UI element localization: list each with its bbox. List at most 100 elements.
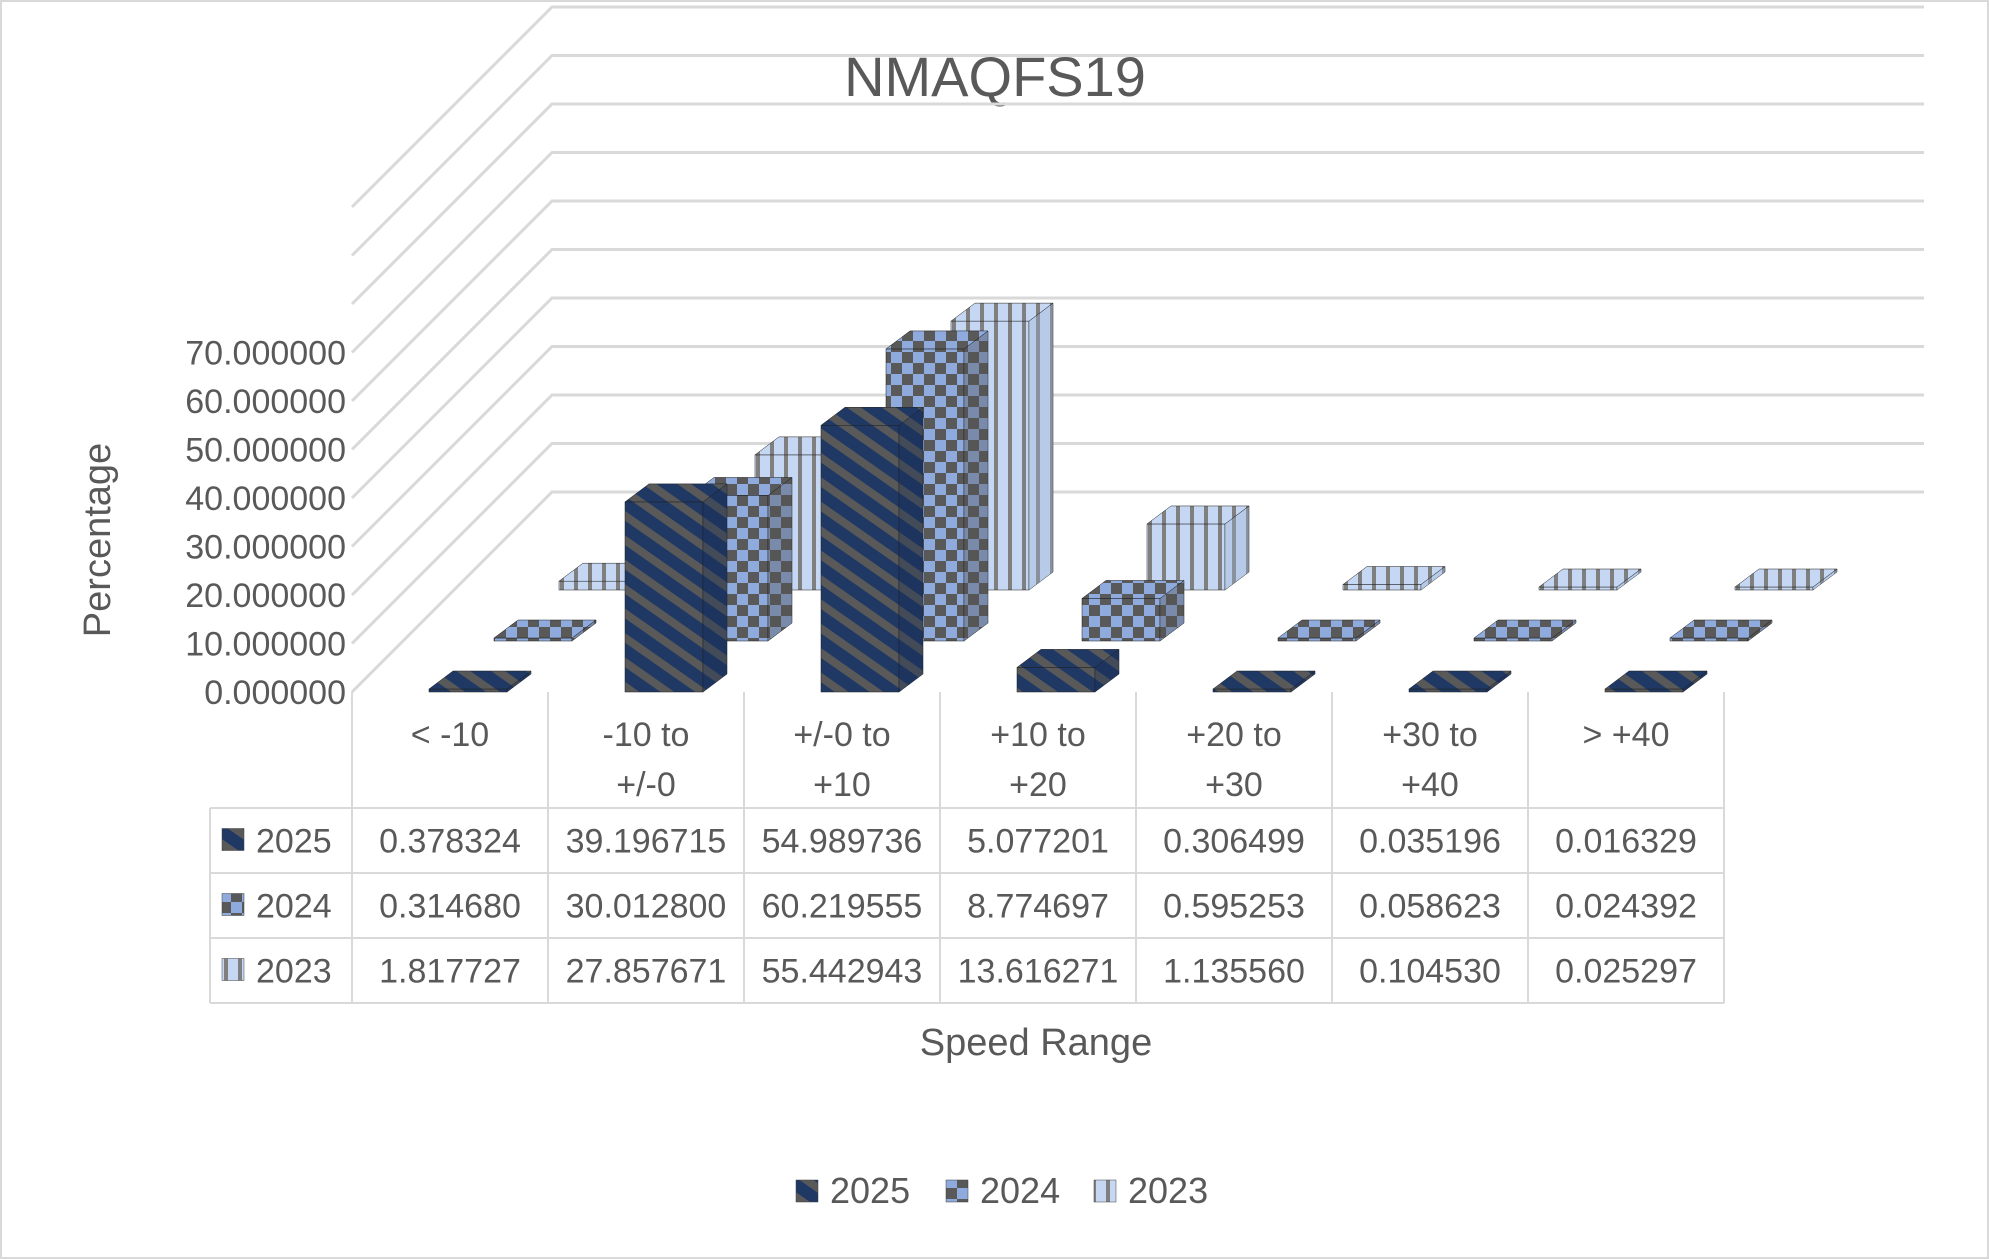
bar-2024 (1669, 619, 1773, 642)
bar-side-shade (1617, 569, 1641, 590)
bar-top-face (1146, 505, 1250, 525)
bar-front-face (1146, 523, 1226, 591)
bar-side-shade (507, 671, 531, 692)
bar-side-shade (1356, 620, 1380, 641)
category-label: +/-0 to (793, 716, 890, 754)
bar-side-shade (1095, 649, 1119, 692)
legend-label: 2024 (980, 1170, 1060, 1211)
bar-2025 (428, 670, 532, 693)
table-cell: 0.378324 (379, 823, 521, 861)
table-cell: 0.025297 (1555, 953, 1697, 991)
gridline (350, 345, 1924, 548)
bar-side-shade (572, 620, 596, 641)
bar-front-face (1081, 598, 1161, 642)
bar-top-face (1734, 568, 1838, 588)
bar-2023 (1342, 565, 1446, 591)
category-label: < -10 (411, 716, 489, 754)
bar-side-shade (1421, 566, 1445, 590)
table-cell: 8.774697 (967, 888, 1109, 926)
table-cell: 60.219555 (762, 888, 923, 926)
bar-2024 (1081, 579, 1185, 642)
bar-2023 (1538, 568, 1642, 591)
bar-side-shade (1225, 505, 1249, 590)
legend-item-2024: 2024 (945, 1170, 1060, 1211)
bar-top-face (1081, 580, 1185, 599)
bar-top-face (1212, 670, 1316, 690)
category-label: -10 to (603, 716, 690, 754)
bar-side-shade (1291, 671, 1315, 692)
bar-front-face (1538, 586, 1618, 591)
bar-side-shade (703, 483, 727, 692)
bar-side-shade (1683, 671, 1707, 692)
bar-2025 (1016, 648, 1120, 693)
bar-front-face (1604, 688, 1684, 693)
legend-swatch (945, 1179, 969, 1203)
gridline (350, 151, 1924, 354)
table-cell: 54.989736 (762, 823, 923, 861)
bar-front-face (428, 688, 508, 693)
bar-top-face (1342, 566, 1446, 585)
bar-front-face (820, 425, 900, 693)
bar-front-face (1473, 637, 1553, 642)
category-label: +30 to (1382, 716, 1477, 754)
category-label: +10 (813, 766, 871, 804)
bar-side-shade (1160, 580, 1184, 641)
category-label: +10 to (990, 716, 1085, 754)
bar-front-face (1342, 584, 1422, 591)
bar-top-face (1669, 619, 1773, 639)
bar-top-face (1277, 619, 1381, 639)
bar-top-face (885, 330, 989, 350)
bar-top-face (1538, 568, 1642, 588)
bar-2024 (1473, 619, 1577, 642)
bar-top-face (624, 483, 728, 503)
table-cell: 0.595253 (1163, 888, 1305, 926)
y-tick-label: 0.000000 (204, 674, 346, 712)
legend-item-2023: 2023 (1093, 1170, 1208, 1211)
table-key-swatch (221, 958, 245, 981)
table-cell: 13.616271 (958, 953, 1119, 991)
legend-swatch (795, 1179, 819, 1203)
legend-label: 2025 (830, 1170, 910, 1211)
bar-2025 (624, 483, 728, 693)
gridline (350, 490, 1924, 694)
bar-front-face (1669, 637, 1749, 642)
bar-top-face (1473, 619, 1577, 639)
table-cell: 30.012800 (566, 888, 727, 926)
table-cell: 0.035196 (1359, 823, 1501, 861)
table-key-swatch (221, 828, 245, 851)
table-cell: 0.314680 (379, 888, 521, 926)
bar-top-face (428, 670, 532, 690)
data-table: < -10 -10 to +/-0 +/-0 to +10 +10 to +20 +20 to… (209, 692, 1725, 1004)
y-axis-ticks: 0.000000 10.000000 20.000000 30.000000 40.00… (185, 335, 346, 713)
table-cell: 0.016329 (1555, 823, 1697, 861)
category-label: +40 (1401, 766, 1459, 804)
category-label: +/-0 (616, 766, 676, 804)
table-cell: 0.104530 (1359, 953, 1501, 991)
gridline (350, 442, 1924, 645)
bar-top-face (820, 407, 924, 426)
table-cell: 55.442943 (762, 953, 923, 991)
bars (428, 302, 1838, 693)
bar-front-face (493, 637, 573, 642)
legend-swatch (1093, 1179, 1117, 1203)
table-cell: 0.058623 (1359, 888, 1501, 926)
bar-side-shade (1487, 671, 1511, 692)
table-cell: 5.077201 (967, 823, 1109, 861)
bar-side-shade (899, 407, 923, 692)
gridlines (350, 5, 1924, 694)
y-tick-label: 20.000000 (185, 577, 346, 615)
bar-2025 (820, 406, 924, 693)
y-tick-label: 40.000000 (185, 480, 346, 518)
bar-2024 (1277, 619, 1381, 642)
gridline (350, 248, 1924, 451)
table-series-name: 2023 (256, 953, 332, 991)
table-cell: 39.196715 (566, 823, 727, 861)
bar-2025 (1212, 670, 1316, 693)
gridline (350, 102, 1924, 306)
bar-front-face (1016, 667, 1096, 693)
table-cell: 0.024392 (1555, 888, 1697, 926)
bar-2023 (1146, 505, 1250, 591)
table-cell: 0.306499 (1163, 823, 1305, 861)
